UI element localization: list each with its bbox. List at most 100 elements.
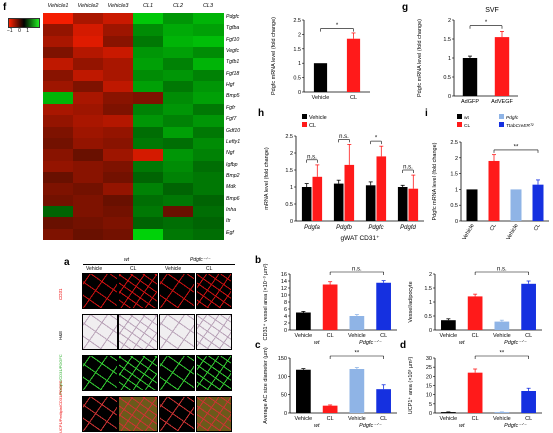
heatmap-cell [163, 228, 194, 241]
y-tick-label: 2 [429, 272, 432, 278]
heatmap-cell [133, 160, 164, 173]
heatmap-cell [43, 149, 74, 162]
heatmap-cell [163, 183, 194, 196]
group-label-wt: wt [459, 423, 465, 429]
heatmap-cell [73, 13, 104, 25]
x-tick-label: Pdgfa [304, 225, 320, 231]
x-tick-label: CL [350, 95, 357, 101]
row-label-ucp1: UCP1/Perilipin/CD31/PDGFC [58, 380, 63, 433]
y-tick-label: 1.5 [424, 286, 432, 292]
y-tick-label: 0 [284, 411, 287, 417]
heatmap-cell [73, 58, 104, 71]
heatmap-cell [163, 217, 194, 230]
significance-label: n.s. [352, 267, 362, 273]
heatmap-cell [193, 194, 224, 207]
heatmap-colorbar [8, 18, 40, 28]
gene-label: Tgfb1 [226, 59, 240, 66]
y-tick-label: 15 [426, 384, 432, 390]
x-tick-label: Vehicle [493, 416, 511, 422]
bar [494, 37, 510, 96]
heatmap-cell [103, 81, 134, 93]
heatmap-cell [73, 183, 104, 196]
heatmap-cell [133, 13, 164, 25]
group-label-wt: wt [314, 340, 320, 346]
panel-h-letter: h [258, 108, 265, 119]
panel-d-letter: d [400, 340, 407, 351]
heatmap-cell [193, 58, 224, 71]
vessel-adipocyte-chart: 0 0.5 1 1.5 2 Vessel/adipocyte Vehicle CL Vehicl… [408, 267, 542, 346]
heatmap-cell [133, 47, 164, 59]
heatmap-cell [73, 137, 104, 150]
bar [322, 405, 338, 413]
svf-pdgfc-chart: SVF 0 0.5 1 1.5 2 Pdgfc mRNA level (fold chang… [417, 7, 518, 105]
heatmap-cell [103, 137, 134, 150]
bar [466, 189, 478, 221]
group-label-ko: Pdgfc⁻ᐟ⁻ [504, 340, 527, 346]
heatmap-cell [103, 103, 134, 116]
y-tick-label: 2 [455, 156, 458, 162]
row-label-he: H&E [58, 330, 63, 340]
micrograph-tile [196, 355, 232, 391]
x-tick-label: Vehicle [506, 223, 520, 241]
heatmap-cell [133, 35, 164, 48]
heatmap-cell [73, 35, 104, 48]
panel-b-letter: b [255, 255, 262, 266]
significance-label: ** [355, 351, 360, 357]
heatmap-cell [103, 69, 134, 82]
significance-label: * [375, 136, 378, 142]
x-tick-label: CL [525, 416, 532, 422]
heatmap-cell [73, 126, 104, 139]
gene-label: Fgf18 [226, 70, 240, 77]
bar [408, 188, 419, 221]
bar [467, 296, 483, 330]
bar [494, 321, 510, 330]
micrograph-tile [118, 355, 158, 391]
heatmap-cell [133, 194, 164, 207]
heatmap-cell [133, 58, 164, 71]
genotype-ko: Pdgfc⁻ᐟ⁻ [190, 257, 211, 263]
legend-swatch [499, 122, 504, 127]
x-tick-label: Vehicle [295, 333, 313, 339]
row-label-cd31: CD31 [58, 288, 63, 300]
bar [333, 183, 344, 221]
micrograph-tile [159, 314, 195, 350]
y-tick-label: 1 [429, 300, 432, 306]
y-tick-label: 8 [284, 300, 287, 306]
heatmap-cell [163, 103, 194, 116]
pdgfc-vehicle-cl-chart: 0 0.5 1 1.5 2 2.5 Pdgfc mRNA level (fold chang… [271, 17, 370, 101]
heatmap-cell [133, 228, 164, 241]
y-tick-label: 0.5 [285, 202, 293, 208]
heatmap-cell [193, 92, 224, 105]
heatmap-cell [163, 115, 194, 127]
header-vehicle-2: Vehicle [165, 266, 182, 272]
heatmap-cell [133, 92, 164, 105]
y-tick-label: 1.5 [443, 37, 451, 43]
bar [441, 320, 456, 330]
bar [467, 372, 483, 413]
y-tick-label: 4 [284, 314, 287, 320]
bar [313, 63, 328, 92]
x-tick-label: CL [380, 333, 387, 339]
panel-f-letter: f [3, 2, 7, 13]
heatmap-cell [103, 149, 134, 162]
y-tick-label: 25 [426, 365, 432, 371]
heatmap-cell [133, 126, 164, 139]
heatmap-cell [43, 160, 74, 173]
heatmap-cell [163, 149, 194, 162]
x-tick-label: Vehicle [440, 416, 458, 422]
heatmap-cell [193, 35, 224, 48]
heatmap-cell [103, 13, 134, 25]
group-label-wt: wt [459, 340, 465, 346]
heatmap-cell [103, 24, 134, 37]
heatmap-cell [193, 13, 224, 25]
heatmap-cell [43, 103, 74, 116]
chart-title: SVF [485, 7, 499, 14]
bar [312, 176, 323, 221]
y-tick-label: 2.5 [450, 140, 458, 146]
bar [510, 189, 522, 221]
y-tick-label: 0 [429, 328, 432, 334]
bar [521, 391, 536, 413]
legend-label: TtabCreERᵀ² [506, 123, 534, 129]
y-tick-label: 50 [281, 393, 287, 399]
heatmap-col-0: Vehicle1 [47, 3, 69, 9]
